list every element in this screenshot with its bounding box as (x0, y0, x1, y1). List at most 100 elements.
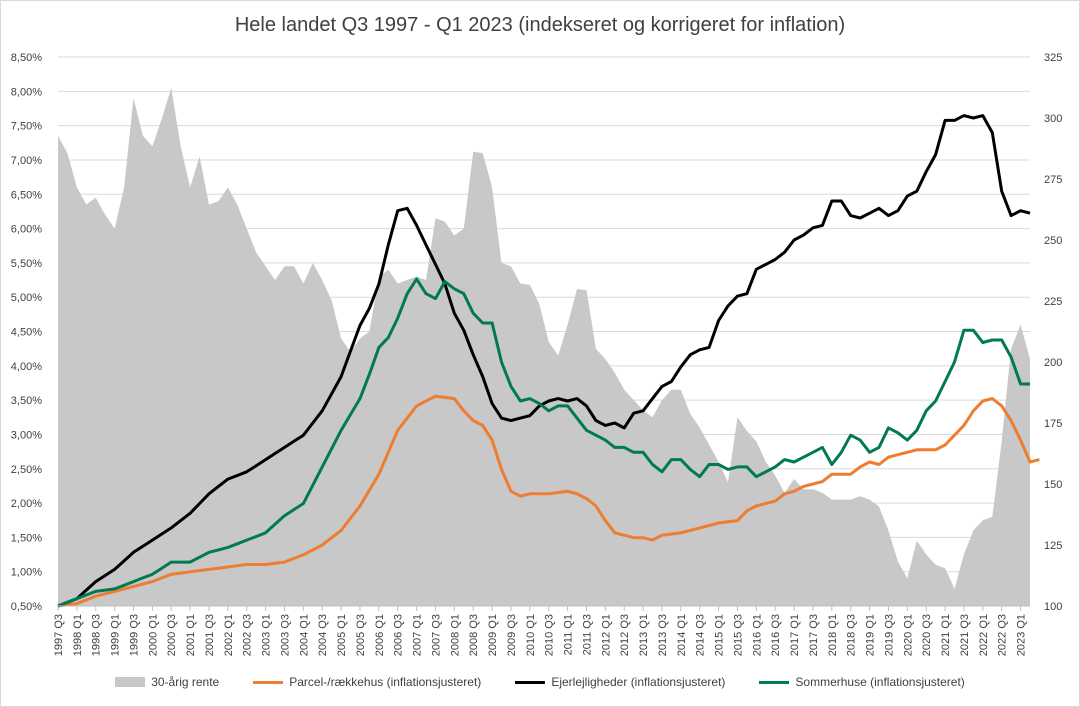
legend-swatch-parcel (253, 680, 284, 684)
right-tick-label: 250 (1044, 235, 1062, 247)
x-tick-label: 2014 Q1 (676, 614, 688, 656)
x-tick-label: 2001 Q1 (185, 614, 197, 656)
x-tick-label: 2000 Q3 (166, 614, 178, 656)
legend-label-ejerlejlighed: Ejerlejligheder (inflationsjusteret) (551, 675, 726, 689)
left-tick-label: 4,50% (11, 327, 42, 339)
legend-item-ejerlejlighed: Ejerlejligheder (inflationsjusteret) (515, 675, 725, 689)
x-tick-label: 2020 Q3 (921, 614, 933, 656)
x-tick-label: 1998 Q1 (72, 614, 84, 656)
x-tick-label: 2010 Q1 (525, 614, 537, 656)
x-tick-label: 2009 Q3 (506, 614, 518, 656)
x-tick-label: 1997 Q3 (53, 614, 65, 656)
legend-label-rente: 30-årig rente (151, 675, 220, 689)
x-tick-label: 2015 Q3 (732, 614, 744, 656)
x-tick-label: 2017 Q1 (789, 614, 801, 656)
x-tick-label: 2002 Q3 (242, 614, 254, 656)
x-tick-label: 2007 Q1 (412, 614, 424, 656)
line-layer (57, 114, 1040, 608)
left-tick-label: 6,50% (11, 189, 42, 201)
x-tick-label: 2013 Q1 (638, 614, 650, 656)
left-tick-label: 5,00% (11, 292, 42, 304)
x-tick-label: 2001 Q3 (204, 614, 216, 656)
x-tick-label: 2018 Q1 (827, 614, 839, 656)
x-tick-label: 2006 Q3 (393, 614, 405, 656)
left-tick-label: 2,00% (11, 498, 42, 510)
area-layer (58, 87, 1030, 606)
x-tick-label: 2014 Q3 (695, 614, 707, 656)
series-line-parcel (57, 394, 1040, 608)
left-tick-label: 1,50% (11, 532, 42, 544)
right-tick-label: 275 (1044, 174, 1062, 186)
right-tick-label: 200 (1044, 357, 1062, 369)
left-tick-label: 5,50% (11, 258, 42, 270)
x-tick-label: 2003 Q3 (279, 614, 291, 656)
axis-layer: 0,50% 1,00% 1,50% 2,00% 2,50% 3,00% 3,50% 4,00%… (11, 52, 1063, 656)
x-tick-label: 1998 Q3 (91, 614, 103, 656)
x-tick-label: 2016 Q3 (770, 614, 782, 656)
x-tick-label: 2008 Q1 (449, 614, 461, 656)
left-tick-label: 6,00% (11, 224, 42, 236)
legend: 30-årig rente Parcel-/rækkehus (inflatio… (0, 675, 1080, 689)
left-tick-label: 1,00% (11, 567, 42, 579)
series-line-sommerhuse (57, 277, 1030, 608)
legend-label-parcel: Parcel-/rækkehus (inflationsjusteret) (289, 675, 482, 689)
right-tick-label: 100 (1044, 601, 1062, 613)
legend-label-sommerhuse: Sommerhuse (inflationsjusteret) (795, 675, 965, 689)
x-tick-label: 2010 Q3 (544, 614, 556, 656)
x-tick-label: 2003 Q1 (261, 614, 273, 656)
left-tick-label: 8,00% (11, 86, 42, 98)
right-tick-label: 125 (1044, 540, 1062, 552)
series-line-ejerlejlighed (57, 114, 1031, 608)
left-tick-label: 7,00% (11, 155, 42, 167)
x-tick-label: 2004 Q1 (298, 614, 310, 656)
right-tick-label: 325 (1044, 52, 1062, 64)
x-tick-label: 2019 Q1 (865, 614, 877, 656)
x-tick-label: 2011 Q1 (563, 614, 575, 655)
x-tick-label: 1999 Q1 (110, 614, 122, 656)
x-tick-label: 2019 Q3 (883, 614, 895, 656)
x-tick-label: 2011 Q3 (581, 614, 593, 655)
legend-swatch-sommerhuse (759, 680, 790, 684)
x-tick-label: 2000 Q1 (147, 614, 159, 656)
x-tick-label: 1999 Q3 (128, 614, 140, 656)
x-tick-label: 2005 Q1 (336, 614, 348, 656)
left-tick-label: 3,50% (11, 395, 42, 407)
x-tick-label: 2007 Q3 (430, 614, 442, 656)
x-tick-label: 2021 Q3 (959, 614, 971, 656)
left-tick-label: 7,50% (11, 121, 42, 133)
x-tick-label: 2012 Q1 (600, 614, 612, 656)
chart-title: Hele landet Q3 1997 - Q1 2023 (indeksere… (234, 14, 846, 36)
x-tick-label: 2002 Q1 (223, 614, 235, 656)
left-tick-label: 4,00% (11, 361, 42, 373)
right-tick-label: 225 (1044, 296, 1062, 308)
x-tick-label: 2020 Q1 (902, 614, 914, 656)
series-area-rente (58, 87, 1030, 606)
x-tick-label: 2012 Q3 (619, 614, 631, 656)
x-tick-label: 2016 Q1 (751, 614, 763, 656)
x-tick-label: 2022 Q3 (997, 614, 1009, 656)
x-tick-label: 2009 Q1 (487, 614, 499, 656)
x-tick-label: 2004 Q3 (317, 614, 329, 656)
x-tick-label: 2017 Q3 (808, 614, 820, 656)
legend-swatch-rente (115, 677, 146, 687)
x-tick-label: 2018 Q3 (846, 614, 858, 656)
x-tick-label: 2022 Q1 (978, 614, 990, 656)
legend-item-rente: 30-årig rente (115, 675, 219, 689)
left-tick-label: 0,50% (11, 601, 42, 613)
x-tick-label: 2006 Q1 (374, 614, 386, 656)
left-tick-label: 3,00% (11, 429, 42, 441)
legend-item-sommerhuse: Sommerhuse (inflationsjusteret) (759, 675, 965, 689)
x-tick-label: 2008 Q3 (468, 614, 480, 656)
x-tick-label: 2023 Q1 (1016, 614, 1028, 656)
legend-item-parcel: Parcel-/rækkehus (inflationsjusteret) (253, 675, 481, 689)
left-tick-label: 2,50% (11, 464, 42, 476)
x-tick-label: 2005 Q3 (355, 614, 367, 656)
left-tick-label: 8,50% (11, 52, 42, 64)
right-tick-label: 175 (1044, 418, 1062, 430)
right-tick-label: 300 (1044, 113, 1062, 125)
x-tick-label: 2021 Q1 (940, 614, 952, 656)
legend-swatch-ejerlejlighed (515, 680, 546, 684)
x-tick-label: 2013 Q3 (657, 614, 669, 656)
x-tick-label: 2015 Q1 (714, 614, 726, 656)
